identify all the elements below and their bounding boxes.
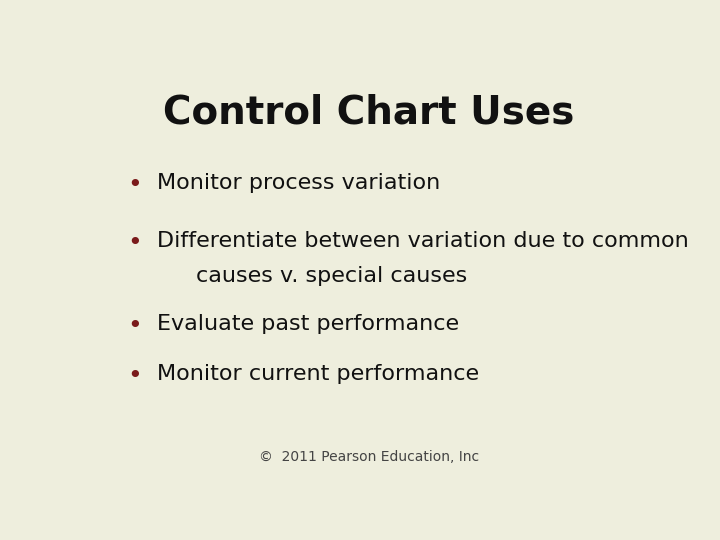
- Text: Monitor current performance: Monitor current performance: [157, 364, 479, 384]
- Text: •: •: [127, 314, 142, 338]
- Text: ©  2011 Pearson Education, Inc: © 2011 Pearson Education, Inc: [259, 450, 479, 464]
- Text: •: •: [127, 173, 142, 197]
- Text: Differentiate between variation due to common: Differentiate between variation due to c…: [157, 231, 689, 251]
- Text: •: •: [127, 364, 142, 388]
- Text: •: •: [127, 231, 142, 255]
- Text: causes v. special causes: causes v. special causes: [196, 266, 467, 286]
- Text: Control Chart Uses: Control Chart Uses: [163, 94, 575, 132]
- Text: Evaluate past performance: Evaluate past performance: [157, 314, 459, 334]
- Text: Monitor process variation: Monitor process variation: [157, 173, 440, 193]
